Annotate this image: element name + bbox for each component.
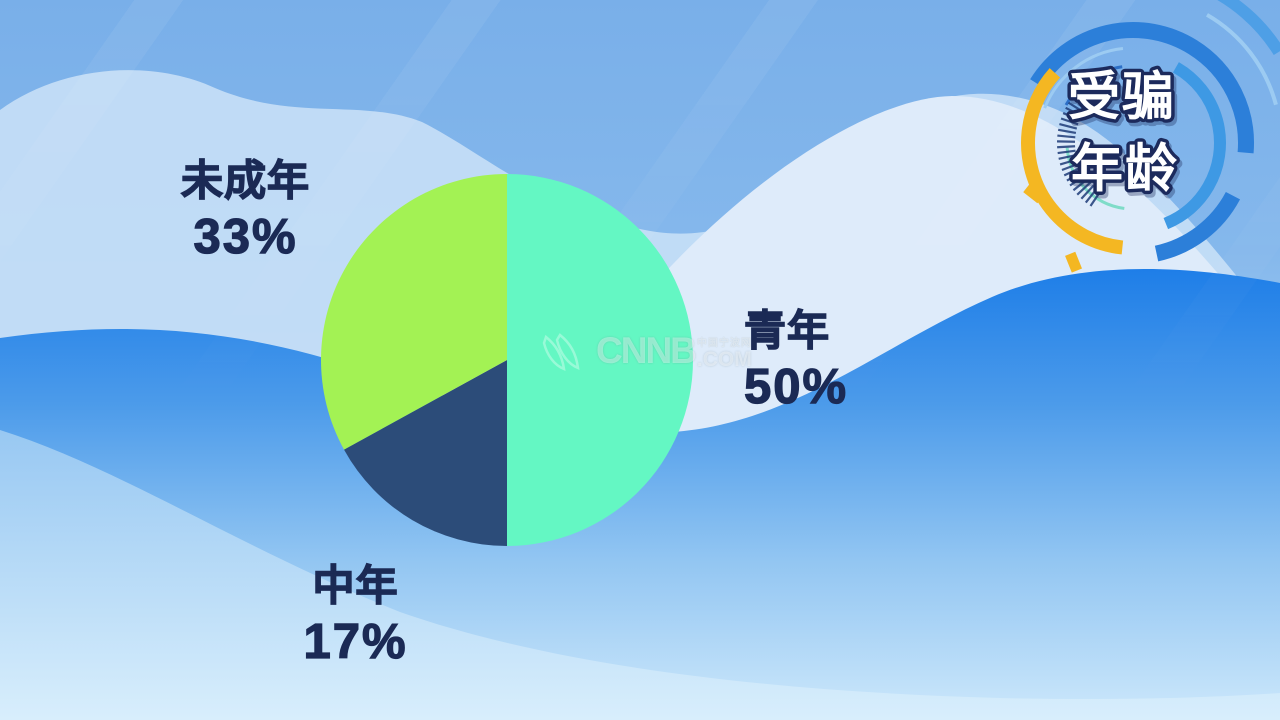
pie-label-middle-value: 17%: [303, 615, 408, 670]
pie-slice-1: [344, 360, 507, 546]
badge-title-line1: 受骗: [1068, 69, 1176, 127]
badge-title-line2: 年龄: [1071, 141, 1179, 199]
pie-label-minor: 未成年 33%: [128, 157, 363, 265]
pie-label-youth-name: 青年: [743, 307, 831, 354]
watermark: CNNB 中国宁波网 .COM: [542, 331, 752, 373]
pie-label-minor-name: 未成年: [180, 157, 310, 204]
watermark-tld: .COM: [696, 348, 752, 371]
watermark-site-cjk: 中国宁波网: [696, 338, 752, 349]
pie-label-minor-value: 33%: [193, 210, 298, 265]
badge-dial-ticks: [1056, 101, 1102, 207]
pie-chart: [321, 174, 693, 546]
pie-label-middle-name: 中年: [312, 562, 399, 609]
pie-slice-0: [507, 174, 693, 546]
pie-label-middle: 中年 17%: [268, 562, 443, 670]
wave-bottom-light: [0, 430, 1280, 720]
watermark-site-name: CNNB: [596, 330, 697, 371]
watermark-wings-icon: [542, 333, 580, 371]
pie-label-youth: 青年 50%: [743, 307, 944, 415]
title-badge: 受骗 年龄: [973, 0, 1280, 315]
pie-label-youth-value: 50%: [743, 360, 849, 415]
pie-slice-2: [321, 174, 507, 450]
